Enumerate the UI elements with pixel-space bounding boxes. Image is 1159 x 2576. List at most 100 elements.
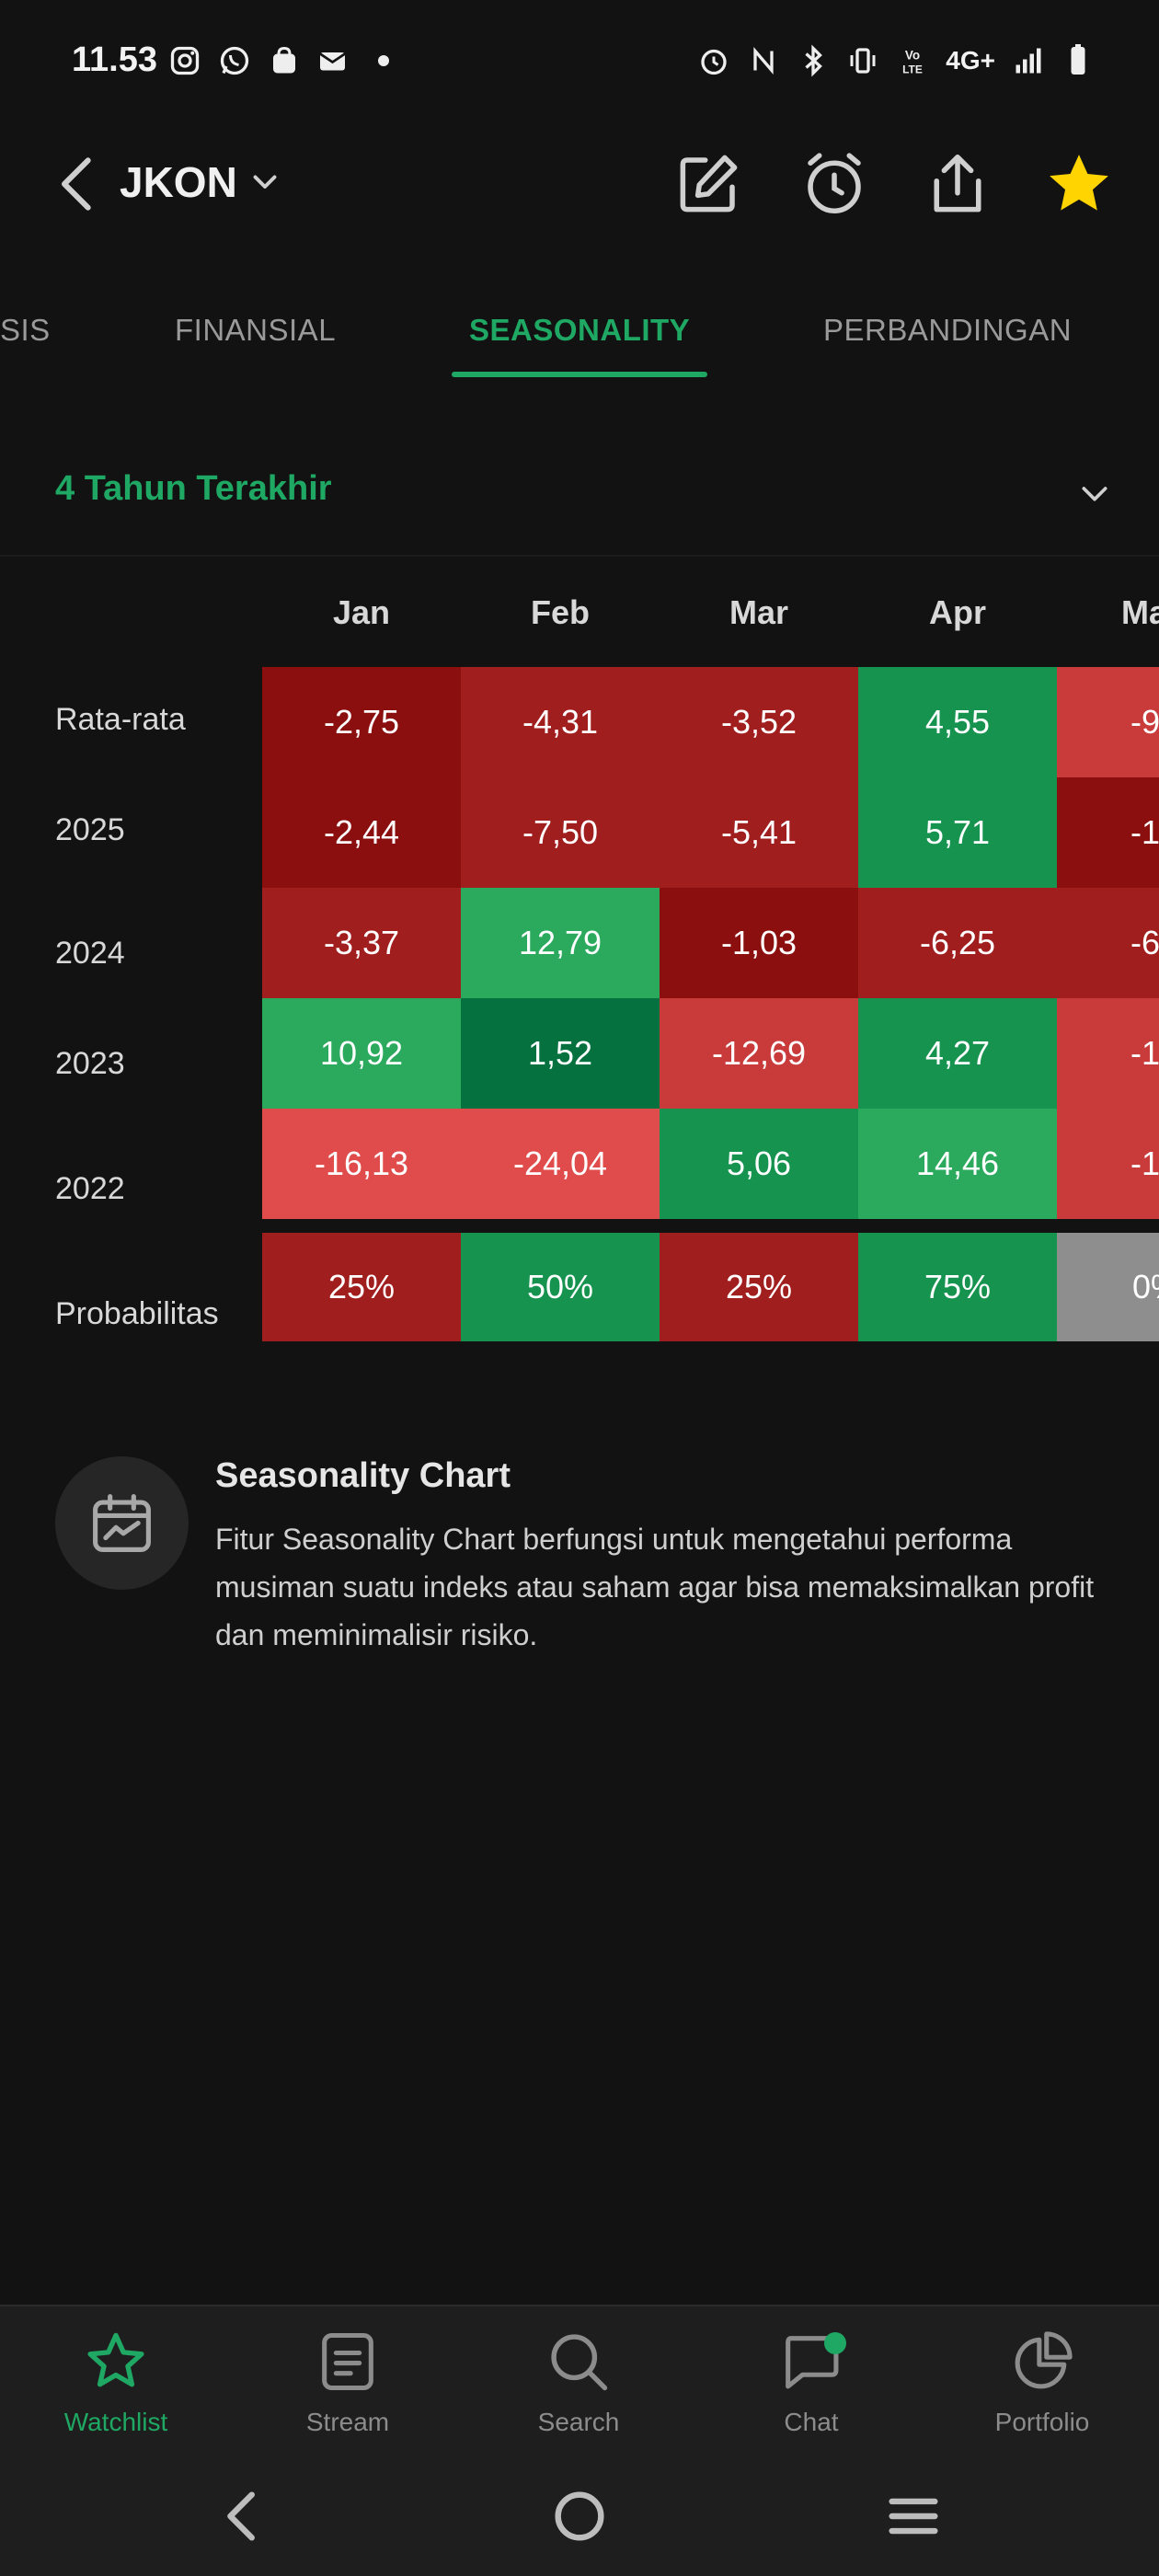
heatmap-cell: -1,3 xyxy=(1057,777,1159,888)
row-label-2025: 2025 xyxy=(55,812,125,847)
heatmap-cell: -2,75 xyxy=(262,667,461,777)
heatmap-cell: -24,04 xyxy=(461,1109,660,1219)
system-back-icon[interactable] xyxy=(212,2484,276,2548)
info-title: Seasonality Chart xyxy=(215,1456,511,1495)
tab-seasonality[interactable]: SEASONALITY xyxy=(469,313,691,347)
battery-icon xyxy=(1071,44,1085,75)
heatmap-cell: -16,13 xyxy=(262,1109,461,1219)
chevron-down-icon[interactable] xyxy=(1076,475,1113,512)
column-header-mar: Mar xyxy=(729,593,789,631)
heatmap-cell: 5,06 xyxy=(660,1109,858,1219)
alarm-clock-icon[interactable] xyxy=(798,148,870,220)
nav-label: Stream xyxy=(305,2408,390,2436)
heatmap-cell: -7,50 xyxy=(461,777,660,888)
heatmap-cell: 5,71 xyxy=(858,777,1057,888)
active-tab-indicator xyxy=(452,372,707,377)
shopping-bag-icon xyxy=(273,46,295,74)
heatmap-cell: 4,27 xyxy=(858,998,1057,1109)
instagram-icon xyxy=(170,46,200,75)
whatsapp-icon xyxy=(220,46,249,75)
row-label-probabilitas: Probabilitas xyxy=(55,1296,219,1331)
row-label-rata-rata: Rata-rata xyxy=(55,702,186,737)
heatmap-cell: -1,03 xyxy=(660,888,858,998)
heatmap-cell: -3,37 xyxy=(262,888,461,998)
system-recents-icon[interactable] xyxy=(881,2484,946,2548)
stream-icon xyxy=(322,2332,373,2391)
nav-chat[interactable]: Chat xyxy=(710,2327,912,2437)
tab-finansial[interactable]: FINANSIAL xyxy=(175,313,337,347)
back-button[interactable] xyxy=(52,152,103,216)
mail-icon xyxy=(319,52,346,71)
chat-badge xyxy=(824,2332,846,2354)
ticker-symbol[interactable]: JKON xyxy=(120,158,237,206)
heatmap-cell: -9, xyxy=(1057,667,1159,777)
chevron-down-icon[interactable] xyxy=(248,165,281,198)
heatmap-cell: -5,41 xyxy=(660,777,858,888)
heatmap-cell: 12,79 xyxy=(461,888,660,998)
column-header-mei: Ma xyxy=(1121,593,1159,631)
system-navigation-bar xyxy=(0,2456,1159,2576)
nfc-icon xyxy=(753,47,774,75)
heatmap-cell: 14,46 xyxy=(858,1109,1057,1219)
notification-icons xyxy=(168,44,400,77)
heatmap-cell: -3,52 xyxy=(660,667,858,777)
tab-analisis[interactable]: SIS xyxy=(0,313,51,347)
nav-label: Watchlist xyxy=(63,2408,168,2436)
probability-cell: 0% xyxy=(1057,1233,1159,1341)
signal-icon xyxy=(1016,48,1041,74)
status-bar: 11.53 Vo LTE 4G+ xyxy=(0,0,1159,124)
nav-label: Portfolio xyxy=(994,2408,1090,2436)
heatmap-cell: -4,31 xyxy=(461,667,660,777)
period-label[interactable]: 4 Tahun Terakhir xyxy=(55,469,332,508)
star-filled-icon[interactable] xyxy=(1043,148,1115,220)
column-header-apr: Apr xyxy=(929,593,986,631)
status-time: 11.53 xyxy=(72,40,157,79)
probability-cell: 25% xyxy=(262,1233,461,1341)
edit-icon[interactable] xyxy=(672,148,744,220)
period-selector[interactable]: 4 Tahun Terakhir xyxy=(0,432,1159,557)
system-home-icon[interactable] xyxy=(547,2484,612,2548)
bottom-navigation: Watchlist Stream Search Chat Portfolio xyxy=(0,2305,1159,2456)
column-header-jan: Jan xyxy=(332,593,391,631)
calendar-chart-icon xyxy=(93,1494,151,1552)
heatmap-cell: -14, xyxy=(1057,1109,1159,1219)
heatmap-cell: -14, xyxy=(1057,998,1159,1109)
network-type: 4G+ xyxy=(946,46,995,75)
nav-stream[interactable]: Stream xyxy=(247,2327,449,2437)
nav-portfolio[interactable]: Portfolio xyxy=(941,2327,1143,2437)
tab-bar: SIS FINANSIAL SEASONALITY PERBANDINGAN xyxy=(0,294,1159,379)
more-notifications-dot-icon xyxy=(378,55,389,66)
svg-text:LTE: LTE xyxy=(902,63,923,76)
alarm-icon xyxy=(701,49,727,75)
info-description: Fitur Seasonality Chart berfungsi untuk … xyxy=(215,1523,1095,1651)
seasonality-heatmap: Jan Feb Mar Apr Ma Rata-rata 2025 2024 2… xyxy=(0,566,1159,1357)
heatmap-cell: -12,69 xyxy=(660,998,858,1109)
column-header-feb: Feb xyxy=(530,593,590,631)
search-icon xyxy=(551,2334,608,2391)
row-label-2024: 2024 xyxy=(55,936,125,971)
star-icon xyxy=(87,2332,144,2387)
row-label-2023: 2023 xyxy=(55,1046,125,1081)
nav-search[interactable]: Search xyxy=(477,2327,680,2437)
pie-chart-icon xyxy=(1015,2331,1073,2389)
heatmap-cell: -2,44 xyxy=(262,777,461,888)
heatmap-cell: 10,92 xyxy=(262,998,461,1109)
row-label-2022: 2022 xyxy=(55,1171,125,1206)
nav-label: Chat xyxy=(784,2408,839,2436)
vibrate-icon xyxy=(850,48,876,74)
info-icon-container xyxy=(55,1456,189,1590)
stock-header: JKON xyxy=(0,124,1159,244)
tab-perbandingan[interactable]: PERBANDINGAN xyxy=(823,313,1073,347)
heatmap-cell: -6, xyxy=(1057,888,1159,998)
heatmap-cell: 1,52 xyxy=(461,998,660,1109)
system-status-icons: Vo LTE 4G+ xyxy=(697,44,1095,77)
heatmap-cell: -6,25 xyxy=(858,888,1057,998)
share-icon[interactable] xyxy=(922,148,993,220)
seasonality-info: Seasonality Chart Fitur Seasonality Char… xyxy=(0,1449,1159,1679)
probability-cell: 50% xyxy=(461,1233,660,1341)
probability-cell: 25% xyxy=(660,1233,858,1341)
nav-label: Search xyxy=(537,2408,620,2436)
bluetooth-icon xyxy=(805,44,823,77)
nav-watchlist[interactable]: Watchlist xyxy=(15,2327,217,2437)
